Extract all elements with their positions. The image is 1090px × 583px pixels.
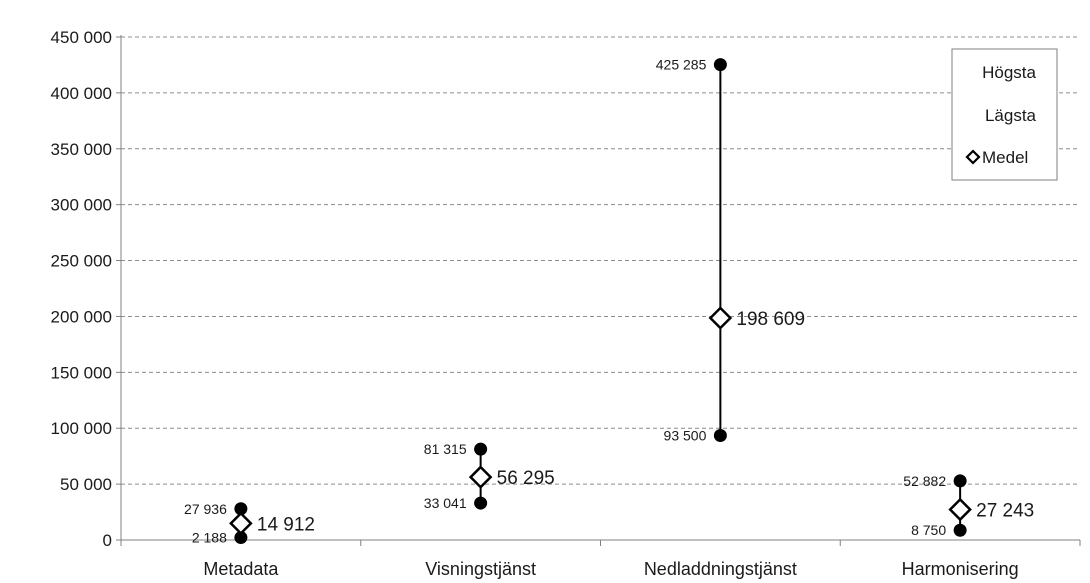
- low-data-label: 33 041: [424, 495, 467, 511]
- x-category-label: Visningstjänst: [425, 559, 536, 579]
- x-category-label: Nedladdningstjänst: [644, 559, 797, 579]
- mean-point: [229, 511, 253, 536]
- y-tick-label: 50 000: [60, 475, 112, 494]
- low-point: [234, 531, 248, 545]
- legend-diamond-icon: [965, 149, 981, 165]
- mean-point: [468, 465, 493, 489]
- high-data-label: 425 285: [656, 57, 707, 73]
- y-tick-label: 450 000: [51, 28, 112, 47]
- legend-item-hogsta: Högsta: [982, 63, 1036, 82]
- y-tick-label: 400 000: [51, 84, 112, 103]
- y-tick-label: 200 000: [51, 307, 112, 326]
- y-axis-ticks: 0 50 000 100 000 150 000 200 000 250 000 300 0…: [51, 28, 121, 550]
- high-point: [234, 502, 248, 516]
- low-data-label: 2 188: [192, 530, 227, 546]
- low-point: [953, 523, 967, 537]
- legend-item-lagsta: Lägsta: [985, 106, 1037, 125]
- y-tick-label: 100 000: [51, 419, 112, 438]
- legend: Högsta Lägsta Medel: [951, 48, 1058, 181]
- low-data-label: 93 500: [664, 427, 707, 443]
- mean-data-label: 27 243: [976, 501, 1034, 522]
- mean-data-label: 56 295: [497, 468, 555, 489]
- x-category-label: Metadata: [203, 559, 279, 579]
- x-axis-categories: Metadata Visningstjänst Nedladdningstjänst…: [120, 540, 1081, 579]
- high-point: [474, 442, 488, 456]
- gridlines: [121, 36, 1080, 485]
- y-tick-label: 350 000: [51, 140, 112, 159]
- y-tick-label: 150 000: [51, 363, 112, 382]
- x-category-label: Harmonisering: [902, 559, 1019, 579]
- mean-point: [948, 497, 972, 522]
- mean-data-label: 14 912: [257, 514, 315, 535]
- mean-point: [708, 306, 733, 330]
- high-data-label: 81 315: [424, 441, 467, 457]
- low-point: [713, 428, 727, 442]
- low-point: [474, 496, 488, 510]
- data-series: 27 936 2 188 14 912 81 315 33 041 56 295 425 2…: [184, 57, 1034, 546]
- axes: [120, 35, 1080, 541]
- y-tick-label: 250 000: [51, 252, 112, 271]
- high-point: [953, 474, 967, 488]
- y-tick-label: 300 000: [51, 196, 112, 215]
- low-data-label: 8 750: [911, 522, 946, 538]
- y-tick-label: 0: [103, 531, 112, 550]
- high-point: [713, 58, 727, 72]
- high-data-label: 27 936: [184, 501, 227, 517]
- high-data-label: 52 882: [903, 473, 946, 489]
- legend-item-medel: Medel: [982, 148, 1028, 167]
- mean-data-label: 198 609: [736, 309, 805, 330]
